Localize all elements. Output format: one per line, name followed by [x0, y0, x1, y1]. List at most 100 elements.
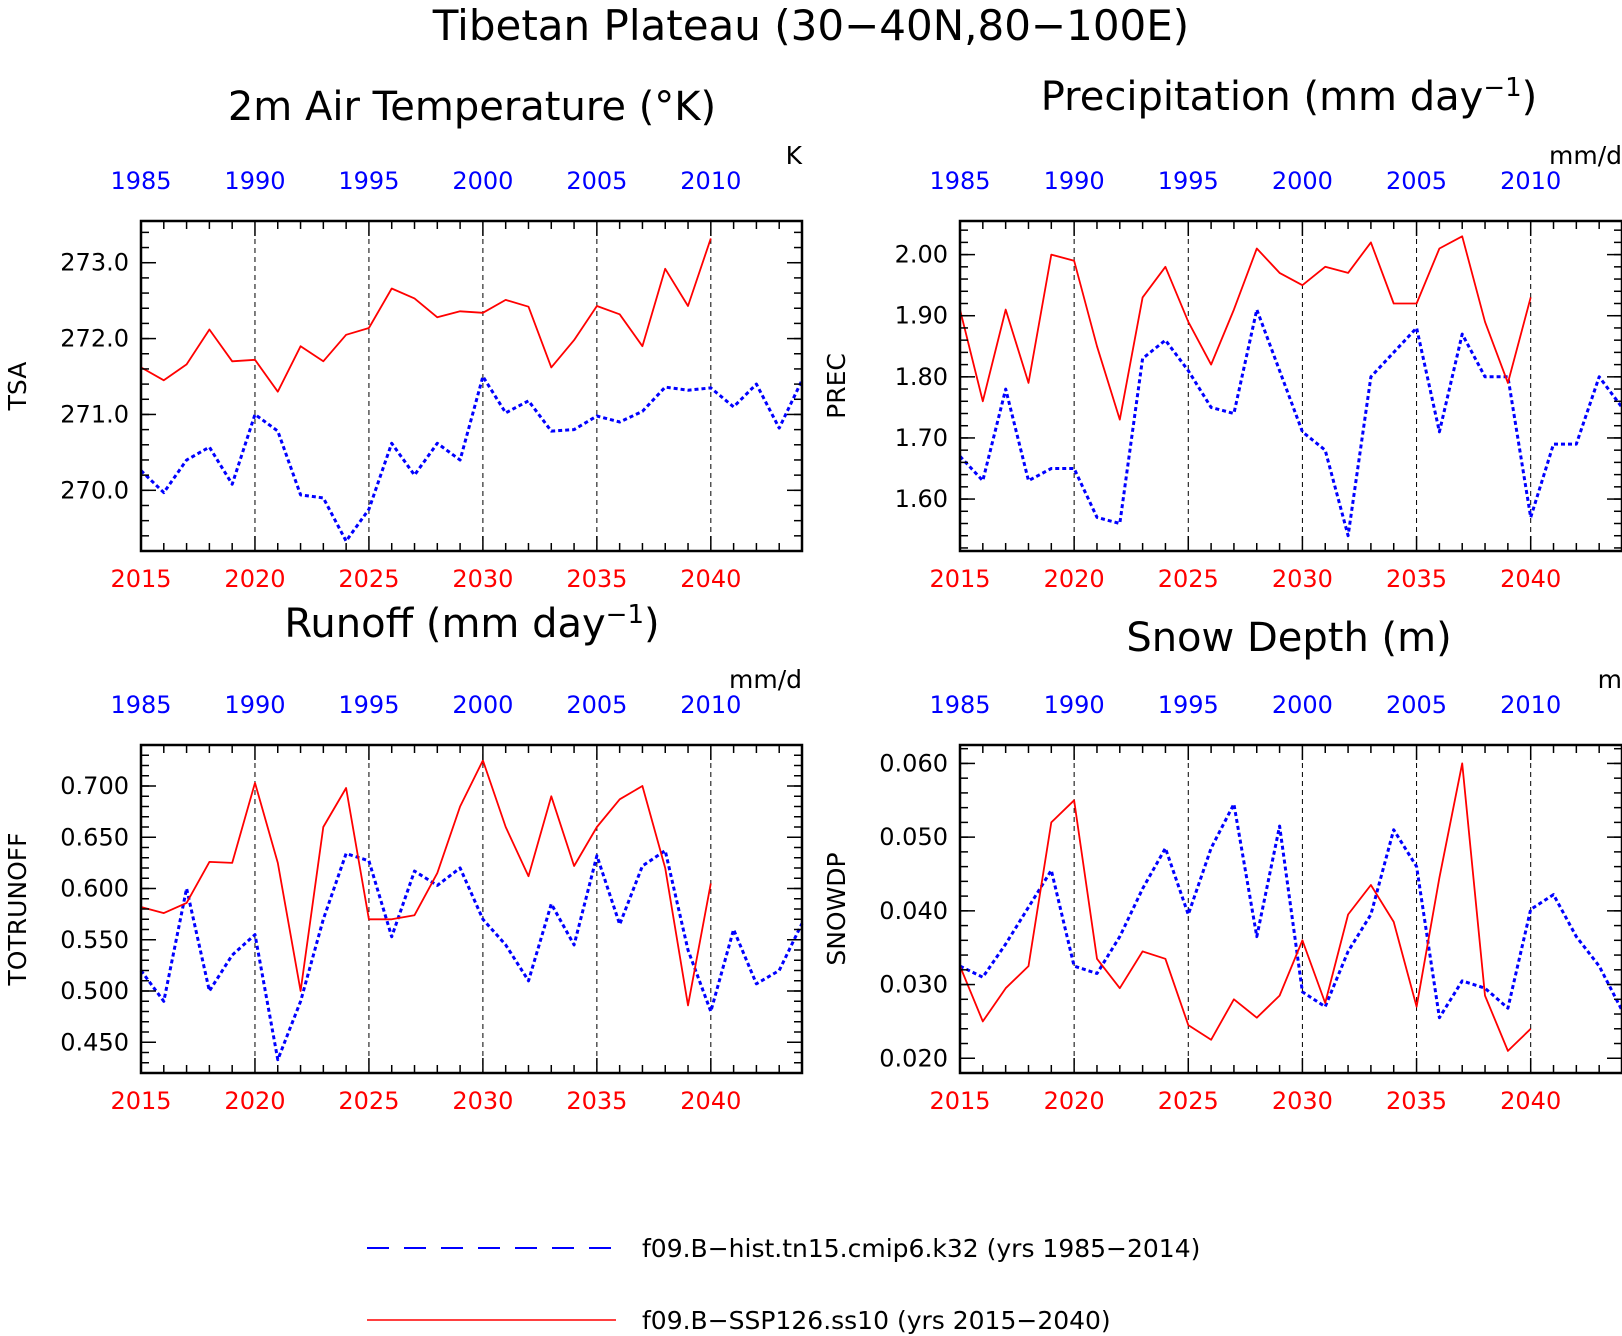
- plot-frame: [139, 743, 804, 1075]
- x-tick-label-bottom: 2030: [1272, 565, 1333, 593]
- y-tick-label: 1.70: [895, 424, 948, 452]
- x-tick-label-top: 1990: [1044, 167, 1105, 195]
- x-tick-label-top: 1985: [929, 691, 990, 719]
- chart-title: 2m Air Temperature (°K): [228, 84, 716, 130]
- y-tick-label: 270.0: [60, 476, 129, 504]
- x-tick-label-bottom: 2035: [566, 1087, 627, 1115]
- y-tick-label: 0.450: [60, 1028, 129, 1056]
- x-tick-label-top: 2005: [1386, 167, 1447, 195]
- x-tick-label-top: 2000: [452, 167, 513, 195]
- x-tick-label-bottom: 2015: [929, 565, 990, 593]
- x-tick-label-bottom: 2035: [1386, 565, 1447, 593]
- x-tick-label-top: 1985: [110, 167, 171, 195]
- x-tick-label-top: 2005: [566, 691, 627, 719]
- legend-label: f09.B−SSP126.ss10 (yrs 2015−2040): [642, 1306, 1111, 1335]
- x-tick-label-bottom: 2025: [1158, 1087, 1219, 1115]
- x-tick-label-top: 1990: [224, 691, 285, 719]
- panels: 2m Air Temperature (°K) K 2015 2020 2025 2030…: [3, 73, 1622, 1115]
- y-tick-label: 1.60: [895, 485, 948, 513]
- y-tick-label: 0.650: [60, 823, 129, 851]
- x-tick-label-bottom: 2040: [680, 1087, 741, 1115]
- y-tick-label: 0.040: [879, 897, 948, 925]
- series-line-historical: [139, 375, 804, 543]
- chart-panel-tsa: 2m Air Temperature (°K) K 2015 2020 2025 2030…: [3, 84, 804, 593]
- chart-title-tail: ): [644, 601, 660, 647]
- chart-title: Precipitation (mm day−1): [1041, 73, 1538, 120]
- y-tick-label: 1.90: [895, 302, 948, 330]
- y-tick-label: 0.020: [879, 1044, 948, 1072]
- x-tick-label-top: 2010: [1500, 167, 1561, 195]
- chart-panel-snowdp: Snow Depth (m) m 2015 2020 2025 2030 2035 2040 1…: [822, 615, 1622, 1115]
- plot-frame: [958, 743, 1622, 1075]
- series-line-historical: [958, 308, 1622, 538]
- x-tick-label-bottom: 2040: [1500, 565, 1561, 593]
- x-tick-label-bottom: 2020: [224, 1087, 285, 1115]
- x-tick-label-bottom: 2025: [338, 565, 399, 593]
- chart-title: Snow Depth (m): [1126, 615, 1451, 661]
- x-tick-label-top: 1985: [929, 167, 990, 195]
- chart-title: Runoff (mm day−1): [284, 600, 659, 647]
- y-axis-label: SNOWDP: [822, 852, 851, 965]
- y-tick-label: 0.500: [60, 977, 129, 1005]
- x-tick-label-top: 2010: [680, 167, 741, 195]
- plot-frame: [139, 219, 804, 553]
- x-tick-label-bottom: 2030: [452, 1087, 513, 1115]
- y-tick-label: 1.80: [895, 363, 948, 391]
- y-tick-label: 0.550: [60, 926, 129, 954]
- x-tick-label-top: 2000: [1272, 167, 1333, 195]
- series-line-future: [959, 235, 1532, 421]
- y-tick-label: 273.0: [60, 249, 129, 277]
- x-tick-label-top: 2000: [1272, 691, 1333, 719]
- series-line-historical: [959, 802, 1622, 1020]
- x-tick-label-bottom: 2030: [1272, 1087, 1333, 1115]
- y-tick-label: 0.030: [879, 971, 948, 999]
- x-tick-label-bottom: 2040: [680, 565, 741, 593]
- y-axis-label: TOTRUNOFF: [3, 832, 32, 986]
- x-tick-label-top: 1995: [338, 167, 399, 195]
- chart-title-text: Precipitation (mm day: [1041, 74, 1484, 120]
- x-tick-label-bottom: 2040: [1500, 1087, 1561, 1115]
- chart-title-text: Runoff (mm day: [284, 601, 605, 647]
- y-axis-label: PREC: [822, 353, 851, 419]
- x-tick-label-bottom: 2035: [566, 565, 627, 593]
- x-tick-label-top: 2010: [680, 691, 741, 719]
- chart-title-tail: ): [1522, 74, 1538, 120]
- x-tick-label-top: 1990: [224, 167, 285, 195]
- figure-title: Tibetan Plateau (30−40N,80−100E): [432, 1, 1189, 50]
- units-label: mm/d: [1549, 141, 1622, 170]
- series-line-future: [959, 762, 1532, 1052]
- units-label: K: [786, 141, 803, 170]
- y-tick-label: 2.00: [895, 241, 948, 269]
- x-tick-label-top: 2005: [1386, 691, 1447, 719]
- legend: f09.B−hist.tn15.cmip6.k32 (yrs 1985−2014…: [367, 1234, 1200, 1335]
- x-tick-label-bottom: 2015: [929, 1087, 990, 1115]
- x-tick-label-bottom: 2020: [1044, 565, 1105, 593]
- x-tick-label-top: 2000: [452, 691, 513, 719]
- y-tick-label: 0.060: [879, 749, 948, 777]
- series-line-historical: [139, 849, 804, 1062]
- y-tick-label: 271.0: [60, 400, 129, 428]
- units-label: m: [1598, 665, 1622, 694]
- chart-panel-prec: Precipitation (mm day−1) mm/d 2015 2020 2025…: [822, 73, 1622, 593]
- chart-title-superscript: −1: [1483, 73, 1521, 103]
- x-tick-label-top: 1995: [1158, 167, 1219, 195]
- x-tick-label-bottom: 2015: [110, 565, 171, 593]
- y-tick-label: 272.0: [60, 325, 129, 353]
- x-tick-label-bottom: 2015: [110, 1087, 171, 1115]
- y-tick-label: 0.050: [879, 823, 948, 851]
- chart-title-text: 2m Air Temperature (°K): [228, 84, 716, 130]
- x-tick-label-top: 2010: [1500, 691, 1561, 719]
- x-tick-label-top: 2005: [566, 167, 627, 195]
- y-axis-label: TSA: [3, 362, 32, 412]
- x-tick-label-top: 1990: [1044, 691, 1105, 719]
- x-tick-label-bottom: 2035: [1386, 1087, 1447, 1115]
- plot-frame: [958, 219, 1622, 553]
- x-tick-label-bottom: 2030: [452, 565, 513, 593]
- series-line-future: [140, 238, 712, 393]
- legend-label: f09.B−hist.tn15.cmip6.k32 (yrs 1985−2014…: [642, 1234, 1200, 1263]
- chart-title-superscript: −1: [606, 600, 644, 630]
- x-tick-label-top: 1985: [110, 691, 171, 719]
- x-tick-label-top: 1995: [338, 691, 399, 719]
- x-tick-label-top: 1995: [1158, 691, 1219, 719]
